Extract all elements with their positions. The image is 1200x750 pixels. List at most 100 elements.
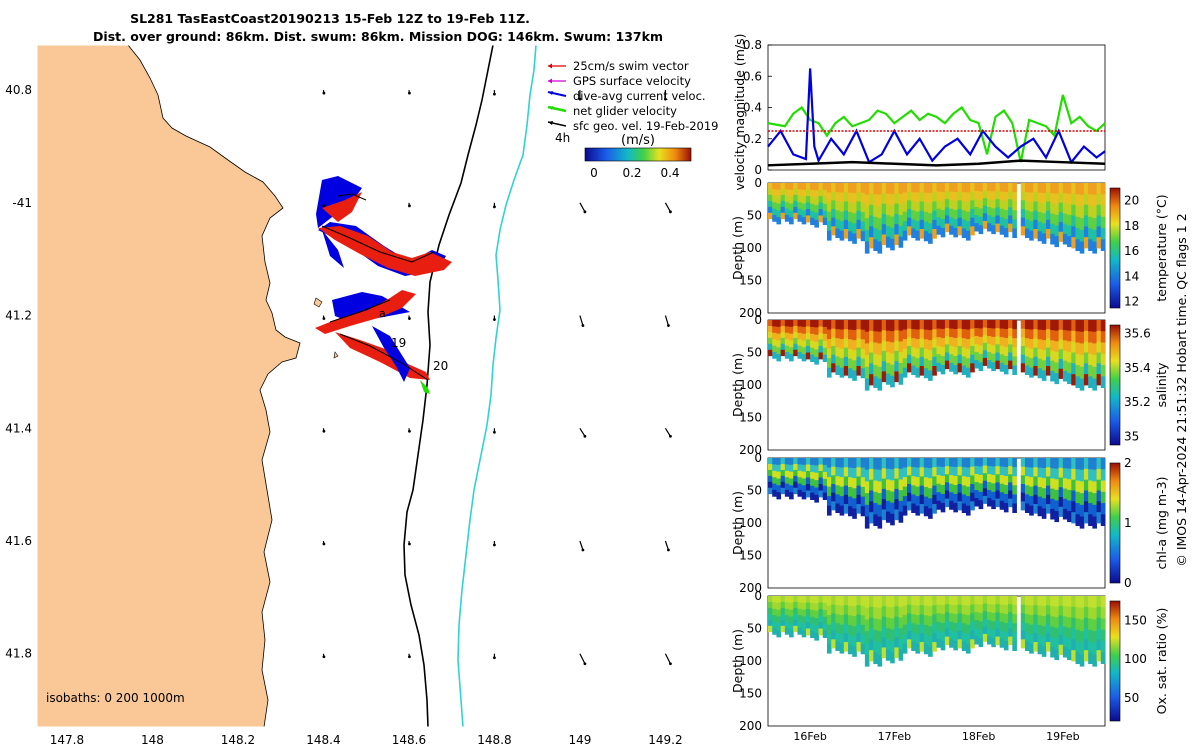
section-colorbar-label: Ox. sat. ratio (%) (1154, 608, 1169, 715)
section-cell (944, 474, 950, 483)
geostrophic-arrow-head (669, 210, 672, 214)
section-cell (881, 637, 887, 648)
section-cell (810, 485, 815, 494)
section-colorbar-label: chl-a (mg m-3) (1154, 477, 1169, 570)
section-cell (1083, 193, 1089, 206)
section-cell (860, 644, 866, 655)
section-cell (881, 330, 887, 341)
section-cell (911, 467, 916, 477)
section-cell (923, 329, 929, 340)
section-cell (860, 624, 866, 635)
section-cell (1008, 328, 1013, 337)
section-cell (843, 183, 849, 193)
section-cell (852, 193, 857, 204)
section-cell (873, 469, 878, 481)
section-cell (965, 202, 971, 212)
section-cell (890, 480, 895, 492)
section-cell (1033, 642, 1038, 652)
section-cell (877, 504, 883, 517)
section-cell (1050, 203, 1055, 214)
section-cell (974, 199, 980, 208)
section-cell (953, 209, 958, 220)
section-cell (1024, 329, 1030, 339)
section-cell (776, 354, 782, 362)
section-cell (797, 608, 803, 616)
section-cell (961, 605, 967, 615)
section-cell (843, 347, 849, 358)
section-cell (1037, 368, 1043, 379)
section-cell (940, 328, 946, 339)
section-cell (944, 596, 950, 605)
section-cell (797, 351, 803, 359)
section-y-tick-label: 100 (739, 378, 762, 392)
section-ylabel: Depth (m) (730, 629, 745, 693)
section-cell (864, 654, 870, 667)
section-cell (869, 501, 874, 513)
section-cell (978, 191, 984, 201)
section-cell (835, 347, 841, 357)
section-cell (881, 468, 887, 479)
section-cell (970, 183, 975, 193)
section-cell (1071, 374, 1076, 386)
section-cell (835, 201, 841, 211)
section-cell (856, 504, 862, 514)
geostrophic-arrow-head (408, 655, 411, 659)
section-cell (784, 339, 790, 346)
section-cell (970, 604, 975, 614)
section-cell (1054, 649, 1060, 661)
section-cell (789, 492, 794, 500)
section-cell (987, 628, 992, 637)
section-cell (999, 596, 1005, 605)
section-cell (814, 334, 819, 343)
section-cell (1033, 366, 1038, 376)
section-cell (949, 362, 954, 372)
velocity-ylabel: velocity magnitude (m/s) (732, 33, 747, 190)
section-cell (1008, 458, 1013, 467)
section-cell (805, 189, 811, 197)
section-cell (852, 646, 857, 657)
section-cell (949, 492, 954, 502)
section-cell (898, 330, 904, 342)
section-cell (1029, 467, 1034, 478)
section-cell (784, 202, 790, 209)
section-cell (1046, 642, 1051, 652)
section-cell (1020, 183, 1026, 193)
section-cell (1067, 617, 1072, 629)
section-cell (822, 183, 828, 191)
section-cell (923, 202, 929, 213)
section-cell (1054, 511, 1060, 523)
section-cell (965, 367, 971, 378)
section-cell (780, 212, 786, 220)
geostrophic-arrow-head (581, 324, 585, 327)
section-cell (843, 458, 849, 468)
section-cell (940, 475, 946, 486)
section-cell (982, 198, 988, 207)
section-cell (1088, 239, 1093, 251)
section-cell (818, 189, 824, 197)
section-cell (894, 183, 899, 194)
section-cell (961, 320, 967, 330)
section-cell (818, 209, 824, 216)
section-cell (839, 496, 845, 507)
map-x-tick-label: 148.2 (221, 733, 255, 747)
section-cell (911, 503, 916, 513)
section-cell (957, 209, 963, 219)
section-cell (978, 225, 984, 235)
section-cell (890, 353, 895, 366)
section-cell (873, 353, 878, 366)
section-cell (1092, 481, 1097, 494)
section-cell (877, 241, 883, 254)
section-cell (949, 630, 954, 640)
geostrophic-arrow-head (493, 205, 496, 209)
section-cell (1037, 358, 1043, 369)
section-cell (953, 622, 958, 633)
section-cell (793, 487, 798, 495)
section-cell (877, 469, 883, 482)
section-cell (848, 368, 853, 379)
section-cell (1096, 330, 1102, 343)
section-cell (987, 620, 992, 629)
section-cell (1029, 634, 1034, 645)
section-cell (915, 596, 921, 606)
section-cell (776, 320, 782, 328)
